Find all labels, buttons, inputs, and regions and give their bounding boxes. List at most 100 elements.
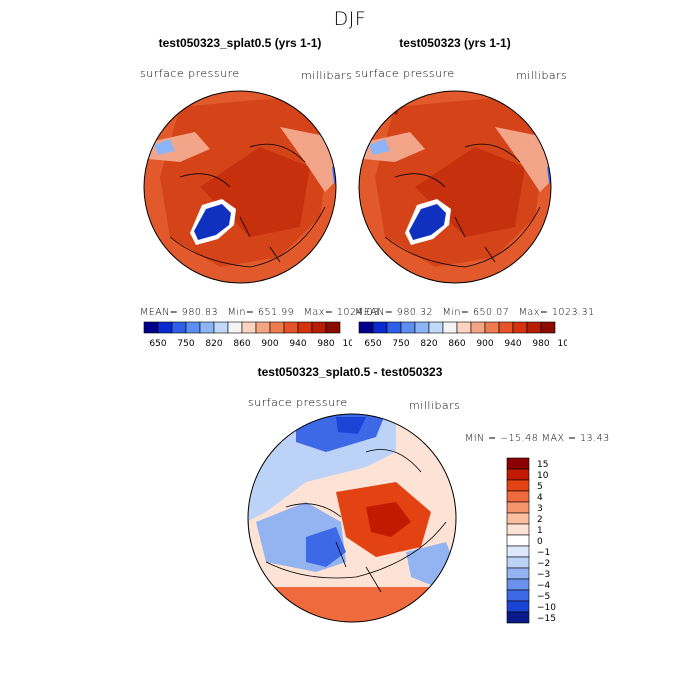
colorbar-swatch <box>199 321 215 334</box>
colorbar-panel-2: 650 750 820 860 900 940 980 1020 <box>358 321 567 349</box>
positive-anomaly-south <box>248 587 456 622</box>
colorbar-swatch <box>269 321 285 334</box>
colorbar-tick-label: 860 <box>448 339 465 349</box>
colorbar-swatch <box>506 589 530 602</box>
colorbar-tick-label: 750 <box>392 339 409 349</box>
colorbar-swatch <box>526 321 542 334</box>
colorbar-swatch <box>428 321 444 334</box>
negative-anomaly-west-core <box>306 527 346 567</box>
colorbar-swatch <box>506 556 530 569</box>
map-border <box>247 413 457 623</box>
low-pressure-blue <box>369 139 390 155</box>
mean-value: 980.32 <box>396 307 434 318</box>
colorbar-tick-label: 940 <box>289 339 306 349</box>
colorbar-swatch <box>372 321 388 334</box>
colorbar-swatch <box>227 321 243 334</box>
diff-title: test050323_splat0.5 - test050323 <box>257 365 443 379</box>
panel-2-stats: MEAN= 980.32 Min= 650.07 Max= 1023.31 <box>355 307 595 318</box>
low-pressure-pale <box>148 132 210 162</box>
colorbar-tick-label: 750 <box>177 339 194 349</box>
colorbar-swatch <box>311 321 327 334</box>
panel-2-variable-label: surface pressure <box>355 67 455 80</box>
colorbar-swatch <box>414 321 430 334</box>
colorbar-swatch <box>506 611 530 624</box>
colorbar-swatch <box>506 545 530 558</box>
colorbar-tick-label: 860 <box>233 339 250 349</box>
colorbar-swatch <box>442 321 458 334</box>
colorbar-tick-label: −2 <box>537 559 550 569</box>
colorbar-tick-label: −3 <box>537 570 550 580</box>
colorbar-swatch <box>506 578 530 591</box>
panel-2-title: test050323 (yrs 1-1) <box>399 36 511 50</box>
colorbar-tick-label: −10 <box>537 603 556 613</box>
max-value: 1023.31 <box>551 307 595 318</box>
colorbar-swatch <box>506 468 530 481</box>
min-value: 651.99 <box>257 307 295 318</box>
colorbar-swatch <box>157 321 173 334</box>
colorbar-tick-label: 5 <box>537 482 543 492</box>
colorbar-tick-label: 4 <box>537 493 543 503</box>
colorbar-swatch <box>512 321 528 334</box>
colorbar-swatch <box>498 321 514 334</box>
low-pressure-pale <box>363 132 425 162</box>
colorbar-tick-label: 1020 <box>343 339 352 349</box>
coastline <box>384 143 541 268</box>
colorbar-tick-label: 820 <box>205 339 222 349</box>
colorbar-panel-1: 650 750 820 860 900 940 980 1020 <box>143 321 352 349</box>
colorbar-swatch <box>470 321 486 334</box>
colorbar-swatch <box>241 321 257 334</box>
colorbar-swatch <box>358 321 374 334</box>
negative-anomaly-deep <box>336 417 366 434</box>
coastline <box>265 449 447 593</box>
diff-min-max: MIN = −15.48 MAX = 13.43 <box>465 433 610 444</box>
colorbar-tick-label: −1 <box>537 548 550 558</box>
colorbar-tick-label: 1020 <box>558 339 567 349</box>
colorbar-tick-label: 820 <box>420 339 437 349</box>
colorbar-swatch <box>171 321 187 334</box>
colorbar-tick-label: −4 <box>537 581 551 591</box>
colorbar-swatch <box>325 321 341 334</box>
mean-label: MEAN= <box>355 307 394 318</box>
colorbar-swatch <box>386 321 402 334</box>
colorbar-tick-label: 980 <box>532 339 549 349</box>
min-value: 650.07 <box>472 307 510 318</box>
colorbar-swatch <box>213 321 229 334</box>
colorbar-swatch <box>255 321 271 334</box>
colorbar-tick-label: 980 <box>317 339 334 349</box>
polar-map-panel-1 <box>143 90 337 284</box>
colorbar-swatch <box>456 321 472 334</box>
colorbar-swatch <box>506 501 530 514</box>
max-label: Max= <box>518 307 549 318</box>
colorbar-swatch <box>297 321 313 334</box>
colorbar-tick-label: 3 <box>537 504 543 514</box>
min-label: Min= <box>227 307 255 318</box>
polar-map-difference <box>247 413 457 623</box>
colorbar-swatch <box>283 321 299 334</box>
colorbar-swatch <box>506 567 530 580</box>
colorbar-tick-label: 940 <box>504 339 521 349</box>
diff-variable-label: surface pressure <box>248 396 348 409</box>
diff-units-label: millibars <box>409 399 461 412</box>
panel-1-units-label: millibars <box>301 69 353 82</box>
colorbar-tick-label: 650 <box>364 339 381 349</box>
panel-1-stats: MEAN= 980.83 Min= 651.99 Max= 1024.03 <box>140 307 380 318</box>
mean-value: 980.83 <box>181 307 219 318</box>
colorbar-tick-label: 2 <box>537 515 543 525</box>
greenland-low <box>194 204 231 240</box>
colorbar-tick-label: 15 <box>537 460 548 470</box>
colorbar-tick-label: 900 <box>261 339 278 349</box>
colorbar-swatch <box>400 321 416 334</box>
low-pressure-blue <box>332 165 336 187</box>
colorbar-swatch <box>484 321 500 334</box>
colorbar-swatch <box>506 457 530 470</box>
min-label: Min= <box>442 307 470 318</box>
greenland-low <box>409 204 446 240</box>
colorbar-swatch <box>143 321 159 334</box>
colorbar-swatch <box>506 523 530 536</box>
map-border <box>358 90 552 284</box>
positive-anomaly-core <box>366 502 411 537</box>
page-title: DJF <box>333 8 367 30</box>
mean-label: MEAN= <box>140 307 179 318</box>
max-value: 1024.03 <box>336 307 380 318</box>
coastline <box>169 143 326 268</box>
